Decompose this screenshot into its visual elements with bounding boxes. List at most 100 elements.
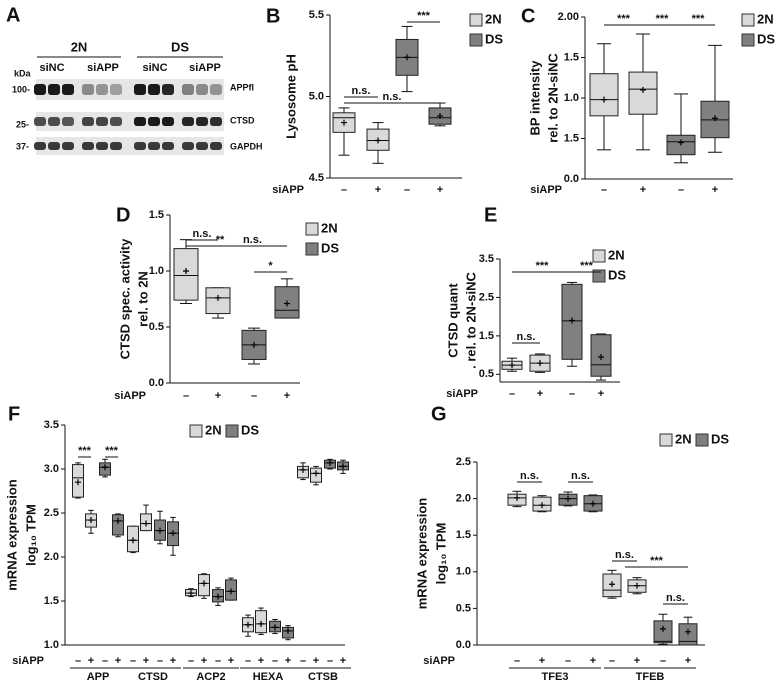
blot-band <box>148 142 160 150</box>
significance-label: *** <box>580 260 594 272</box>
y-tick-label: 2.0 <box>456 493 471 505</box>
blot-band <box>210 84 222 95</box>
mean-marker <box>375 137 381 144</box>
x-tick-label: – <box>404 184 410 196</box>
blot-band <box>196 117 208 126</box>
blot-band <box>182 84 194 95</box>
significance-label: ** <box>216 234 225 246</box>
blot-band <box>148 117 160 126</box>
mean-marker <box>678 139 684 146</box>
y-tick-label: 1.0 <box>149 265 164 277</box>
y-tick-label: 1.5 <box>149 209 164 221</box>
group-label: 2N <box>71 39 88 54</box>
x-tick-label: + <box>284 390 290 402</box>
x-tick-label: – <box>327 655 333 667</box>
mean-marker <box>201 580 207 587</box>
x-axis-label: siAPP <box>272 184 304 196</box>
mean-marker <box>75 479 81 486</box>
mean-marker <box>539 502 545 509</box>
blot-band <box>82 84 94 95</box>
band-label: APPfl <box>230 82 254 92</box>
x-tick-label: – <box>569 388 575 400</box>
mean-marker <box>340 463 346 470</box>
x-tick-label: – <box>157 655 163 667</box>
y-tick-label: 0.5 <box>456 602 471 614</box>
blot-band <box>62 84 74 95</box>
y-tick-label: 1.0 <box>456 566 471 578</box>
mean-marker <box>437 113 443 120</box>
group-label: TFE3 <box>542 671 569 682</box>
significance-label: *** <box>656 13 670 25</box>
y-tick-label: 5.5 <box>309 9 324 21</box>
mean-marker <box>634 582 640 589</box>
panel-letter: F <box>8 403 20 425</box>
mean-marker <box>170 530 176 537</box>
significance-label: n.s. <box>571 470 590 482</box>
y-axis-label: mRNA expression <box>4 479 19 591</box>
blot-band <box>48 117 60 126</box>
significance-label: *** <box>78 445 92 457</box>
x-tick-label: – <box>300 655 306 667</box>
legend-swatch <box>592 269 606 283</box>
mean-marker <box>609 581 615 588</box>
x-tick-label: + <box>712 184 718 196</box>
blot-band <box>210 117 222 126</box>
x-tick-label: + <box>170 655 176 667</box>
legend-swatch <box>469 33 483 47</box>
legend-label: DS <box>241 422 259 437</box>
y-tick-label: 3.0 <box>44 463 59 475</box>
mean-marker <box>115 517 121 524</box>
x-tick-label: + <box>228 655 234 667</box>
mean-marker <box>569 317 575 324</box>
group-label: ACP2 <box>196 671 225 682</box>
significance-label: n.s. <box>352 85 371 97</box>
y-tick-label: 3.5 <box>479 253 494 265</box>
legend-label: 2N <box>608 247 625 262</box>
blot-strip <box>36 137 224 155</box>
legend-swatch <box>741 13 755 27</box>
y-axis-label: rel. to 2N <box>135 271 150 327</box>
y-tick-label: 1.5 <box>44 595 59 607</box>
y-tick-label: 0.0 <box>149 377 164 389</box>
y-axis-label: rel. to 2N-siNC <box>545 53 560 143</box>
mean-marker <box>272 624 278 631</box>
group-label: HEXA <box>253 671 284 682</box>
legend-swatch <box>469 13 483 27</box>
significance-label: n.s. <box>666 592 685 604</box>
significance-label: n.s. <box>517 331 536 343</box>
panel-letter: C <box>521 5 535 27</box>
mean-marker <box>157 527 163 534</box>
x-tick-label: + <box>437 184 443 196</box>
x-tick-label: – <box>245 655 251 667</box>
x-tick-label: + <box>340 655 346 667</box>
x-tick-label: + <box>590 655 596 667</box>
mean-marker <box>601 96 607 103</box>
x-tick-label: – <box>514 655 520 667</box>
blot-band <box>182 117 194 126</box>
blot-band <box>196 142 208 150</box>
x-tick-label: + <box>143 655 149 667</box>
blot-strip <box>36 112 224 131</box>
x-axis-label: siAPP <box>114 390 146 402</box>
mean-marker <box>258 620 264 627</box>
legend-label: 2N <box>205 422 222 437</box>
significance-label: *** <box>650 555 664 567</box>
blot-band <box>162 117 174 126</box>
box <box>589 73 619 117</box>
blot-band <box>134 117 146 126</box>
x-tick-label: – <box>215 655 221 667</box>
panel-letter: B <box>266 5 280 27</box>
blot-strip <box>36 79 224 100</box>
mean-marker <box>565 495 571 502</box>
blot-band <box>134 84 146 95</box>
y-tick-label: 1.0 <box>44 639 59 651</box>
y-tick-label: 1.5 <box>479 330 494 342</box>
x-tick-label: + <box>685 655 691 667</box>
y-axis-label: log₁₀ TPM <box>23 504 38 566</box>
blot-band <box>48 84 60 95</box>
blot-band <box>34 84 46 95</box>
blot-band <box>134 142 146 150</box>
legend-swatch <box>659 433 673 447</box>
x-tick-label: – <box>272 655 278 667</box>
